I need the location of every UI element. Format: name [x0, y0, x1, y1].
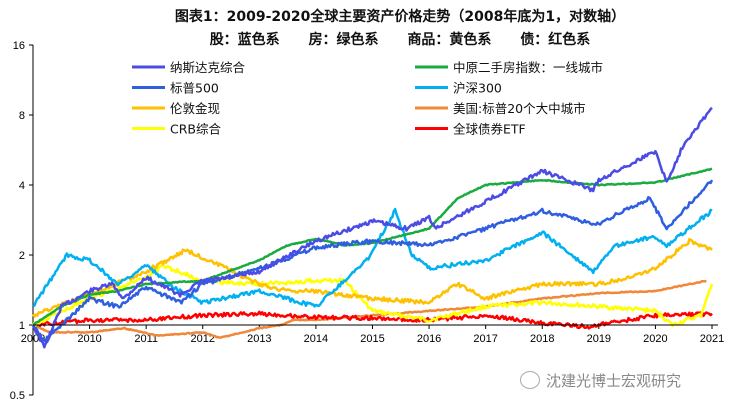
- x-tick-label: 2012: [191, 333, 215, 345]
- x-tick-label: 2015: [360, 333, 384, 345]
- watermark-text: 沈建光博士宏观研究: [546, 372, 682, 390]
- series-line-5: [32, 279, 707, 339]
- x-tick-label: 2016: [417, 333, 441, 345]
- watermark: 沈建光博士宏观研究: [520, 370, 681, 391]
- y-tick-label: 16: [13, 40, 25, 52]
- x-tick-label: 2020: [643, 333, 667, 345]
- x-tick-label: 2011: [134, 333, 158, 345]
- legend-label: 伦敦金现: [170, 101, 220, 116]
- legend-label: 美国:标普20个大中城市: [453, 101, 586, 116]
- x-tick-label: 2017: [473, 333, 497, 345]
- subtitle-housing: 房：绿色系: [308, 32, 379, 48]
- subtitle-commodities: 商品：黄色系: [407, 32, 492, 48]
- x-tick-label: 2013: [247, 333, 271, 345]
- subtitle-stocks: 股：蓝色系: [209, 32, 280, 48]
- x-tick-label: 2018: [530, 333, 554, 345]
- y-tick-label: 2: [19, 250, 25, 262]
- y-tick-label: 1: [19, 320, 25, 332]
- series-line-2: [31, 179, 714, 343]
- y-tick-label: 8: [19, 110, 25, 122]
- x-tick-label: 2019: [587, 333, 611, 345]
- series-line-4: [31, 237, 713, 318]
- series-line-0: [31, 106, 713, 349]
- series-line-1: [32, 167, 713, 327]
- legend-label: 沪深300: [453, 81, 502, 96]
- chart-title: 图表1：2009-2020全球主要资产价格走势（2008年底为1，对数轴）: [174, 9, 626, 25]
- series-line-7: [31, 310, 713, 330]
- series-line-3: [32, 207, 713, 308]
- legend-label: 纳斯达克综合: [170, 60, 246, 75]
- wechat-icon: [520, 371, 540, 389]
- y-tick-label: 4: [19, 180, 25, 192]
- legend-label: CRB综合: [170, 122, 221, 137]
- y-tick-label: 0.5: [10, 390, 25, 402]
- subtitle-bonds: 债：红色系: [520, 32, 591, 48]
- legend-label: 中原二手房指数：一线城市: [453, 60, 603, 75]
- x-tick-label: 2014: [304, 333, 328, 345]
- x-tick-label: 2021: [700, 333, 724, 345]
- x-tick-label: 2010: [77, 333, 101, 345]
- legend-label: 标普500: [170, 81, 219, 96]
- chart-subtitle: 股：蓝色系 房：绿色系 商品：黄色系 债：红色系: [0, 29, 731, 49]
- legend-label: 全球债券ETF: [453, 122, 526, 137]
